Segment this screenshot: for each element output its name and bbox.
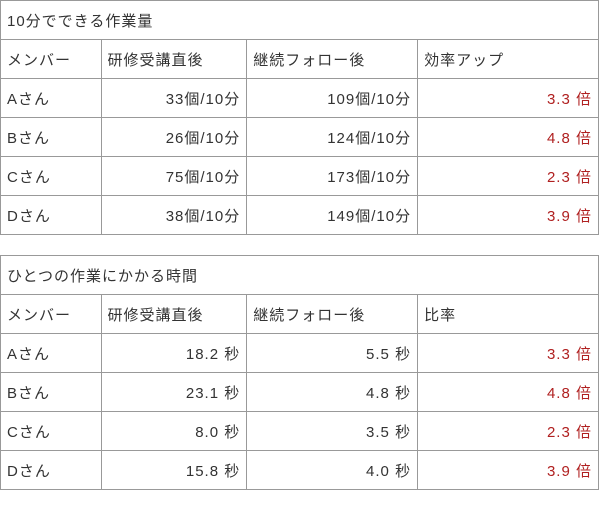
before-cell: 15.8 秒 xyxy=(101,451,247,490)
ratio-cell: 2.3 倍 xyxy=(418,157,599,196)
after-cell: 109個/10分 xyxy=(247,79,418,118)
ratio-cell: 4.8 倍 xyxy=(418,373,599,412)
ratio-cell: 3.9 倍 xyxy=(418,451,599,490)
member-cell: Dさん xyxy=(1,196,102,235)
before-cell: 33個/10分 xyxy=(101,79,247,118)
table-title-row: 10分でできる作業量 xyxy=(1,1,599,40)
before-cell: 23.1 秒 xyxy=(101,373,247,412)
after-cell: 4.0 秒 xyxy=(247,451,418,490)
table-row: Aさん 18.2 秒 5.5 秒 3.3 倍 xyxy=(1,334,599,373)
before-cell: 75個/10分 xyxy=(101,157,247,196)
table-row: Dさん 15.8 秒 4.0 秒 3.9 倍 xyxy=(1,451,599,490)
after-cell: 4.8 秒 xyxy=(247,373,418,412)
before-cell: 38個/10分 xyxy=(101,196,247,235)
col-header: メンバー xyxy=(1,40,102,79)
table-row: Cさん 8.0 秒 3.5 秒 2.3 倍 xyxy=(1,412,599,451)
after-cell: 5.5 秒 xyxy=(247,334,418,373)
member-cell: Bさん xyxy=(1,373,102,412)
col-header: 比率 xyxy=(418,295,599,334)
member-cell: Cさん xyxy=(1,412,102,451)
member-cell: Aさん xyxy=(1,79,102,118)
member-cell: Dさん xyxy=(1,451,102,490)
before-cell: 26個/10分 xyxy=(101,118,247,157)
ratio-cell: 3.9 倍 xyxy=(418,196,599,235)
member-cell: Aさん xyxy=(1,334,102,373)
after-cell: 3.5 秒 xyxy=(247,412,418,451)
ratio-cell: 4.8 倍 xyxy=(418,118,599,157)
col-header: メンバー xyxy=(1,295,102,334)
table-row: Bさん 26個/10分 124個/10分 4.8 倍 xyxy=(1,118,599,157)
col-header: 継続フォロー後 xyxy=(247,40,418,79)
ratio-cell: 3.3 倍 xyxy=(418,334,599,373)
ratio-cell: 3.3 倍 xyxy=(418,79,599,118)
member-cell: Cさん xyxy=(1,157,102,196)
after-cell: 124個/10分 xyxy=(247,118,418,157)
table-row: Dさん 38個/10分 149個/10分 3.9 倍 xyxy=(1,196,599,235)
before-cell: 8.0 秒 xyxy=(101,412,247,451)
member-cell: Bさん xyxy=(1,118,102,157)
after-cell: 149個/10分 xyxy=(247,196,418,235)
after-cell: 173個/10分 xyxy=(247,157,418,196)
col-header: 継続フォロー後 xyxy=(247,295,418,334)
table-header-row: メンバー 研修受講直後 継続フォロー後 比率 xyxy=(1,295,599,334)
table-row: Bさん 23.1 秒 4.8 秒 4.8 倍 xyxy=(1,373,599,412)
ratio-cell: 2.3 倍 xyxy=(418,412,599,451)
table-title-row: ひとつの作業にかかる時間 xyxy=(1,256,599,295)
col-header: 効率アップ xyxy=(418,40,599,79)
col-header: 研修受講直後 xyxy=(101,40,247,79)
before-cell: 18.2 秒 xyxy=(101,334,247,373)
table-header-row: メンバー 研修受講直後 継続フォロー後 効率アップ xyxy=(1,40,599,79)
table-row: Cさん 75個/10分 173個/10分 2.3 倍 xyxy=(1,157,599,196)
table-row: Aさん 33個/10分 109個/10分 3.3 倍 xyxy=(1,79,599,118)
col-header: 研修受講直後 xyxy=(101,295,247,334)
workload-table: 10分でできる作業量 メンバー 研修受講直後 継続フォロー後 効率アップ Aさん… xyxy=(0,0,599,235)
table-title: ひとつの作業にかかる時間 xyxy=(1,256,247,295)
table-gap xyxy=(0,235,599,255)
time-table: ひとつの作業にかかる時間 メンバー 研修受講直後 継続フォロー後 比率 Aさん … xyxy=(0,255,599,490)
table-title: 10分でできる作業量 xyxy=(1,1,247,40)
